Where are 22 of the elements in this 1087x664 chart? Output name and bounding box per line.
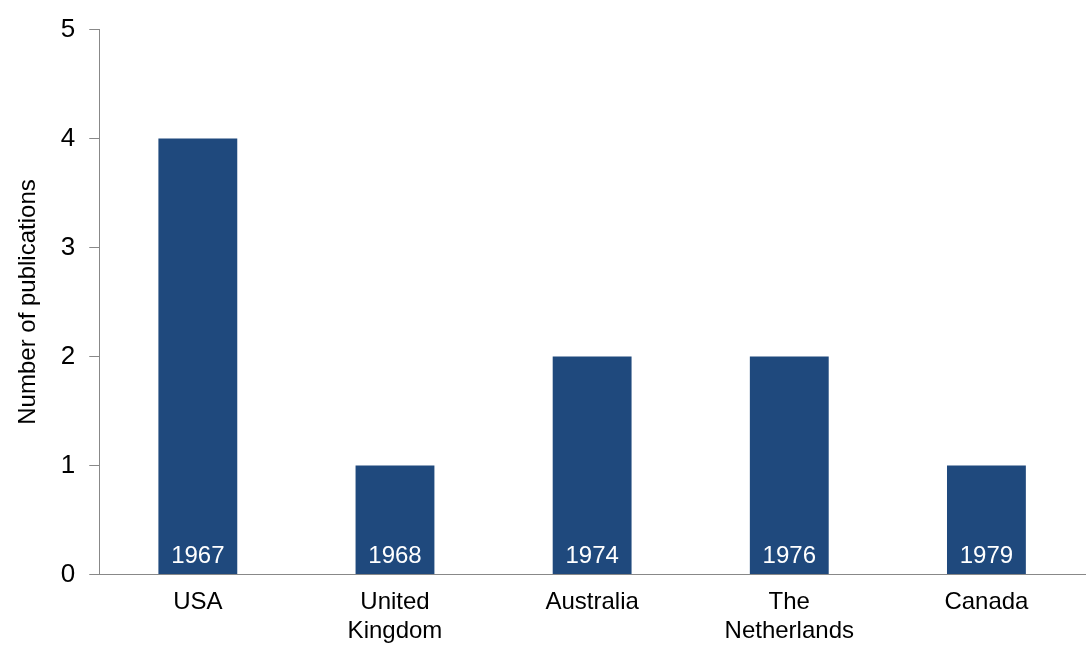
y-tick-label: 5 (60, 12, 76, 43)
y-tick-label: 0 (60, 557, 76, 588)
bar (355, 465, 435, 574)
annotation: 1967 (171, 541, 225, 569)
bar (749, 356, 829, 574)
bar (552, 356, 632, 574)
x-tick-label: The Netherlands (724, 587, 854, 644)
annotation: 1974 (565, 541, 619, 569)
y-tick-label: 2 (60, 339, 76, 370)
bar (158, 138, 238, 574)
annotation: 1976 (762, 541, 816, 569)
y-axis-title: Number of publications (13, 179, 41, 425)
x-tick-label: USA (173, 587, 223, 615)
x-tick-label: United Kingdom (347, 587, 443, 644)
x-tick-label: Australia (545, 587, 640, 615)
y-tick-label: 1 (60, 448, 76, 479)
annotation: 1968 (368, 541, 422, 569)
x-tick-label: Canada (944, 587, 1030, 615)
annotation: 1979 (959, 541, 1014, 569)
y-tick-label: 4 (60, 121, 76, 152)
bar (947, 465, 1026, 574)
y-tick-label: 3 (60, 230, 76, 261)
